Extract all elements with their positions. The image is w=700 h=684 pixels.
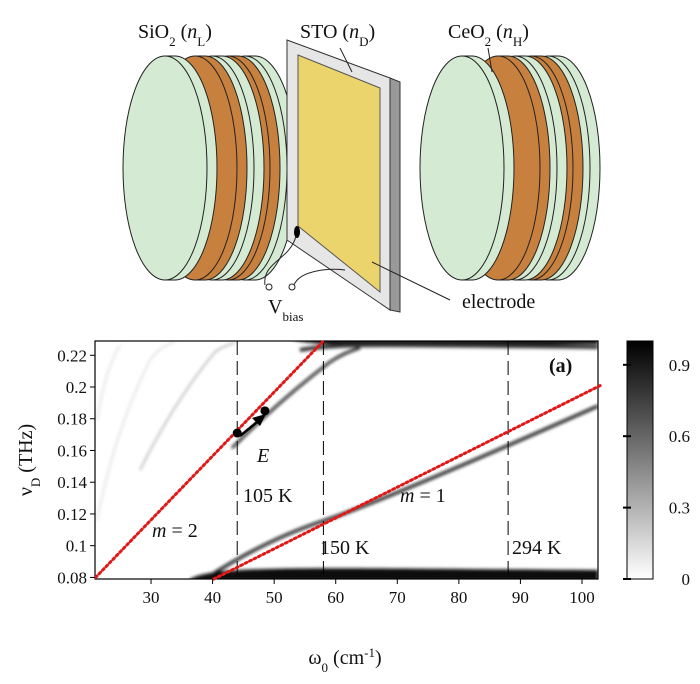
text-part: 105 K	[243, 485, 293, 507]
leader	[487, 47, 493, 73]
annotation: m = 2	[152, 520, 198, 542]
x-axis-label: ω0 (cm-1)	[308, 645, 381, 675]
text-part: H	[513, 34, 522, 49]
arrow-head	[252, 414, 266, 426]
colorbar-tick-label: 0	[682, 570, 691, 589]
text-part: SiO	[138, 21, 169, 43]
text-part: m	[400, 485, 414, 507]
x-tick-label: 100	[569, 588, 595, 607]
text-part: 150 K	[320, 537, 370, 559]
mode-curve	[139, 342, 236, 471]
text-part: n	[349, 21, 359, 43]
diagram-label: Vbias	[268, 296, 303, 324]
plot-area	[95, 341, 598, 579]
text-part: E	[256, 445, 269, 467]
electrode-plate	[297, 54, 381, 294]
point	[260, 406, 270, 416]
disk-front	[419, 55, 505, 281]
text-part: electrode	[462, 291, 535, 313]
terminal	[265, 283, 273, 291]
disk-front	[122, 55, 208, 281]
x-tick-label: 60	[327, 588, 344, 607]
text-part: n	[503, 21, 513, 43]
point	[232, 428, 242, 438]
leader	[339, 47, 353, 73]
annotation: m = 1	[400, 485, 446, 507]
y-tick-label: 0.2	[66, 378, 87, 397]
diagram-label: CeO2 (nH)	[448, 21, 529, 49]
y-axis-label: νD (THz)	[15, 424, 43, 496]
colorbar-tick-label: 0.9	[669, 356, 690, 375]
annotation: 294 K	[512, 537, 562, 559]
text-part: (	[176, 21, 188, 43]
text-part: m	[152, 520, 166, 542]
text-part: D	[28, 478, 43, 487]
diagram-label: STO (nD)	[300, 21, 375, 49]
y-tick-label: 0.22	[57, 346, 87, 365]
fit-line	[212, 383, 602, 581]
y-tick-label: 0.08	[57, 568, 87, 587]
terminal	[288, 283, 296, 291]
mode-curve	[96, 341, 176, 521]
colorbar	[626, 340, 654, 580]
text-part: )	[375, 647, 382, 669]
text-part: 2	[485, 34, 492, 49]
mode-band	[190, 568, 598, 579]
mode-curve	[96, 344, 121, 421]
contact	[294, 226, 300, 238]
plot-frame	[94, 340, 599, 580]
text-part: 0	[322, 660, 329, 675]
text-part: V	[268, 296, 283, 318]
x-tick-label: 80	[450, 588, 467, 607]
text-part: ω	[308, 647, 321, 669]
y-tick-label: 0.1	[66, 537, 87, 556]
x-tick-label: 30	[143, 588, 160, 607]
fit-line	[94, 339, 325, 579]
y-tick-label: 0.12	[57, 505, 87, 524]
text-part: )	[368, 21, 375, 43]
sto-side	[389, 77, 401, 313]
x-tick-label: 70	[389, 588, 406, 607]
text-part: (THz)	[15, 424, 37, 478]
mode-curve	[231, 346, 361, 449]
text-part: -1	[364, 645, 375, 660]
y-tick-label: 0.14	[57, 473, 87, 492]
annotation: 105 K	[243, 485, 293, 507]
x-tick-label: 50	[266, 588, 283, 607]
diagram-label: electrode	[462, 291, 535, 313]
text-part: = 1	[414, 485, 445, 507]
diagram-label: SiO2 (nL)	[138, 21, 212, 49]
colorbar-tick-label: 0.6	[669, 427, 690, 446]
wire	[293, 268, 346, 286]
text-part: )	[522, 21, 529, 43]
text-part: bias	[282, 309, 303, 324]
x-tick-label: 40	[204, 588, 221, 607]
text-part: (	[491, 21, 503, 43]
text-part: L	[197, 34, 205, 49]
x-tick-label: 90	[512, 588, 529, 607]
text-part: ν	[15, 487, 37, 496]
annotation: E	[256, 445, 269, 467]
y-tick-label: 0.18	[57, 410, 87, 429]
y-tick-label: 0.16	[57, 441, 87, 460]
colorbar-tick-label: 0.3	[669, 499, 690, 518]
leader	[371, 261, 451, 301]
panel-label: (a)	[549, 355, 572, 377]
text-part: = 2	[166, 520, 197, 542]
text-part: )	[205, 21, 212, 43]
text-part: 294 K	[512, 537, 562, 559]
wire	[264, 235, 297, 286]
text-part: n	[187, 21, 197, 43]
annotation: 150 K	[320, 537, 370, 559]
text-part: 2	[169, 34, 176, 49]
text-part: D	[359, 34, 368, 49]
text-part: (cm	[328, 647, 365, 669]
text-part: STO (	[300, 21, 349, 43]
text-part: CeO	[448, 21, 485, 43]
